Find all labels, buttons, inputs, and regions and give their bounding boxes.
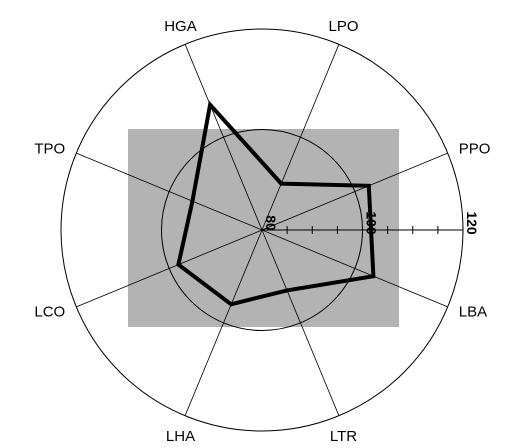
category-label-ppo: PPO [459, 140, 491, 157]
series-polygon [176, 100, 376, 307]
category-label-tpo: TPO [34, 140, 65, 157]
radial-axis [262, 226, 464, 234]
category-label-lba: LBA [459, 304, 487, 321]
radial-tick-label-120: 120 [464, 211, 480, 235]
category-label-lpo: LPO [329, 18, 359, 35]
category-label-hga: HGA [164, 18, 197, 35]
radial-tick-label-100: 100 [364, 211, 380, 235]
category-label-lco: LCO [34, 304, 65, 321]
radial-tick-label-80: 80 [263, 215, 279, 231]
radial-tick-labels: 80 100 120 [263, 211, 480, 235]
category-label-lha: LHA [166, 428, 195, 445]
category-labels: LPO PPO LBA LTR LHA LCO TPO HGA [34, 18, 490, 445]
category-label-ltr: LTR [330, 428, 357, 445]
